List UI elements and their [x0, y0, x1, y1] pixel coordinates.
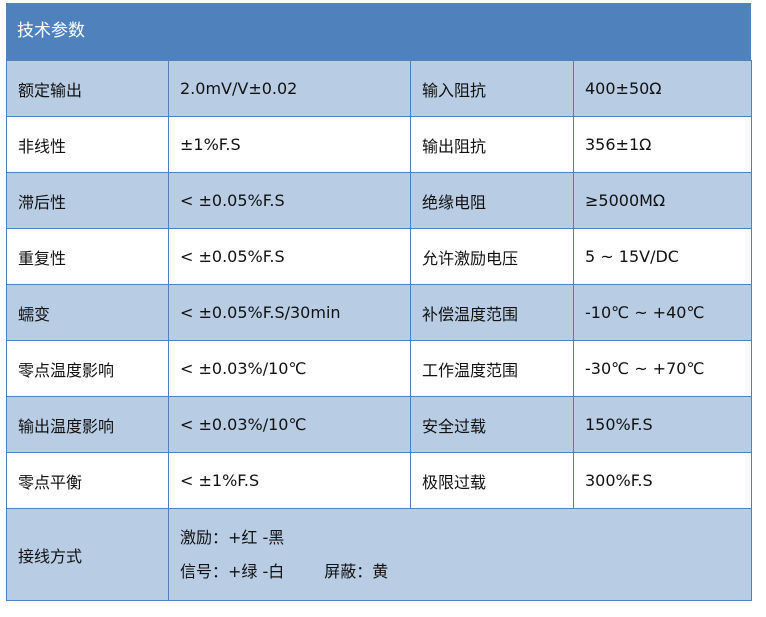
cell-value: < ±0.03%/10℃	[168, 340, 411, 397]
cell-value: < ±0.03%/10℃	[168, 396, 411, 453]
cell-label: 安全过载	[410, 396, 574, 453]
table-row: 重复性 < ±0.05%F.S 允许激励电压 5 ~ 15V/DC	[6, 228, 752, 285]
cell-value: 356±1Ω	[573, 116, 752, 173]
cell-label: 非线性	[6, 116, 169, 173]
table-row: 输出温度影响 < ±0.03%/10℃ 安全过载 150%F.S	[6, 396, 752, 453]
cell-value: -10℃ ~ +40℃	[573, 284, 752, 341]
table-title: 技术参数	[6, 3, 751, 60]
table-row: 蠕变 < ±0.05%F.S/30min 补偿温度范围 -10℃ ~ +40℃	[6, 284, 752, 341]
excitation-text: 激励：+红 -黑	[180, 527, 285, 547]
cell-label: 绝缘电阻	[410, 172, 574, 229]
cell-label: 零点平衡	[6, 452, 169, 509]
cell-value: 400±50Ω	[573, 60, 752, 117]
cell-label: 允许激励电压	[410, 228, 574, 285]
cell-label: 输入阻抗	[410, 60, 574, 117]
cell-value: < ±1%F.S	[168, 452, 411, 509]
table-row: 额定输出 2.0mV/V±0.02 输入阻抗 400±50Ω	[6, 60, 752, 117]
cell-label: 输出阻抗	[410, 116, 574, 173]
cell-label: 极限过载	[410, 452, 574, 509]
signal-text: 信号：+绿 -白	[180, 561, 285, 581]
cell-label: 补偿温度范围	[410, 284, 574, 341]
cell-value: 300%F.S	[573, 452, 752, 509]
spec-table: 额定输出 2.0mV/V±0.02 输入阻抗 400±50Ω 非线性 ±1%F.S 输出阻抗…	[6, 60, 752, 601]
cell-value: < ±0.05%F.S	[168, 228, 411, 285]
cell-wiring: 激励：+红 -黑 信号：+绿 -白 屏蔽：黄	[168, 508, 752, 601]
shield-text: 屏蔽：黄	[324, 561, 389, 581]
cell-value: ±1%F.S	[168, 116, 411, 173]
cell-label: 零点温度影响	[6, 340, 169, 397]
spec-table-container: 技术参数 额定输出 2.0mV/V±0.02 输入阻抗 400±50Ω 非线性 ±1%F.…	[6, 3, 752, 601]
cell-value: 150%F.S	[573, 396, 752, 453]
table-row: 零点平衡 < ±1%F.S 极限过载 300%F.S	[6, 452, 752, 509]
cell-label: 滞后性	[6, 172, 169, 229]
cell-value: < ±0.05%F.S/30min	[168, 284, 411, 341]
table-row: 零点温度影响 < ±0.03%/10℃ 工作温度范围 -30℃ ~ +70℃	[6, 340, 752, 397]
cell-value: -30℃ ~ +70℃	[573, 340, 752, 397]
cell-label: 额定输出	[6, 60, 169, 117]
table-row: 非线性 ±1%F.S 输出阻抗 356±1Ω	[6, 116, 752, 173]
cell-label: 蠕变	[6, 284, 169, 341]
cell-label: 重复性	[6, 228, 169, 285]
cell-value: 2.0mV/V±0.02	[168, 60, 411, 117]
cell-value: 5 ~ 15V/DC	[573, 228, 752, 285]
table-row-wiring: 接线方式 激励：+红 -黑 信号：+绿 -白 屏蔽：黄	[6, 508, 752, 601]
table-row: 滞后性 < ±0.05%F.S 绝缘电阻 ≥5000MΩ	[6, 172, 752, 229]
cell-value: ≥5000MΩ	[573, 172, 752, 229]
cell-label: 工作温度范围	[410, 340, 574, 397]
cell-label: 输出温度影响	[6, 396, 169, 453]
cell-value: < ±0.05%F.S	[168, 172, 411, 229]
cell-label: 接线方式	[6, 508, 169, 601]
